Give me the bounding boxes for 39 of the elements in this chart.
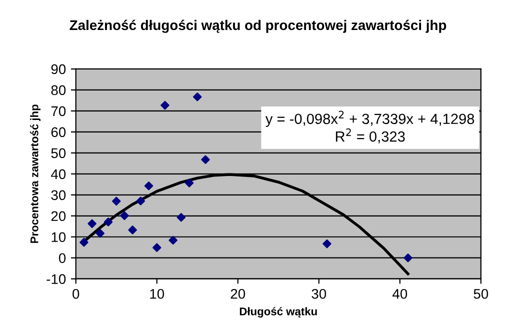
- y-tick-label: 50: [51, 148, 66, 158]
- point: [128, 226, 137, 234]
- point: [88, 219, 96, 228]
- x-tick-label: 10: [150, 288, 164, 299]
- y-tick-label: 90: [51, 64, 66, 74]
- y-tick-label: 0: [58, 253, 66, 264]
- point: [80, 238, 88, 247]
- y-tick-label: 60: [51, 127, 66, 138]
- y-tick-label: 30: [51, 190, 66, 200]
- x-tick-label: 0: [72, 288, 80, 299]
- chart-title: Zależność długości wątku od procentowej zawartości jhp: [70, 20, 446, 33]
- point: [136, 196, 146, 206]
- point: [168, 236, 178, 245]
- x-axis-title: Długość wątku: [240, 307, 317, 318]
- x-tick-label: 40: [392, 288, 408, 299]
- y-tick-label: -10: [46, 274, 66, 284]
- point: [184, 178, 194, 188]
- point: [96, 228, 105, 238]
- point: [176, 212, 186, 222]
- point: [404, 253, 412, 262]
- point: [104, 218, 113, 226]
- annotation: y = -0,098x$^{2}$ + 3,7339x + 4,1298 R$^{2}$ = 0,323: [265, 110, 474, 144]
- point: [322, 239, 332, 248]
- y-tick-label: 70: [51, 106, 66, 116]
- point: [201, 155, 210, 164]
- y-axis-title: Procentowa zawartość jhp: [30, 104, 41, 243]
- y-tick-label: 80: [51, 85, 66, 96]
- y-tick-label: 20: [51, 211, 66, 222]
- y-tick-label: 40: [51, 169, 66, 180]
- y-tick-label: 10: [52, 232, 66, 242]
- x-tick-label: 50: [474, 288, 488, 299]
- point: [160, 100, 170, 110]
- x-tick-label: 30: [312, 288, 326, 299]
- point: [112, 196, 121, 206]
- point: [193, 92, 202, 102]
- point: [120, 211, 129, 220]
- point: [152, 243, 162, 252]
- point: [144, 182, 154, 190]
- x-tick-label: 20: [230, 288, 246, 299]
